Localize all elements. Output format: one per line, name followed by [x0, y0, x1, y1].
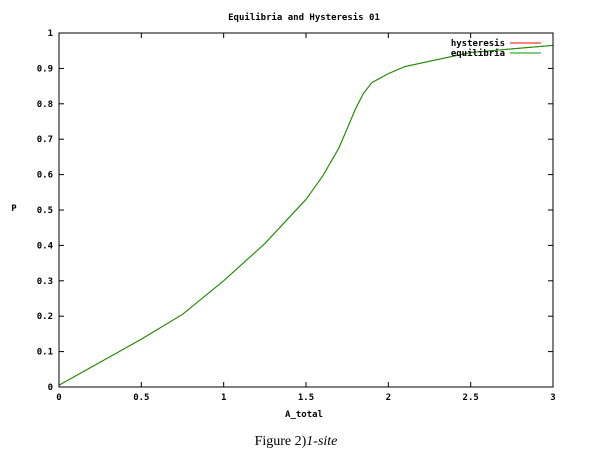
- legend-label-hysteresis: hysteresis: [451, 38, 505, 49]
- x-tick-label: 0.5: [133, 393, 149, 403]
- x-tick-label: 1.5: [298, 393, 314, 403]
- x-tick-label: 2: [386, 393, 391, 403]
- x-tick-label: 2.5: [463, 393, 479, 403]
- y-tick-label: 0.7: [37, 135, 53, 145]
- x-axis-label: A_total: [285, 410, 323, 420]
- legend-label-equilibria: equilibria: [451, 48, 505, 59]
- y-tick-label: 1: [48, 29, 53, 39]
- y-tick-label: 0: [48, 383, 53, 393]
- caption-prefix: Figure 2): [254, 434, 307, 449]
- series-line-equilibria: [58, 44, 554, 386]
- y-tick-label: 0.4: [37, 241, 54, 251]
- y-tick-label: 0.6: [37, 171, 53, 181]
- y-tick-label: 0.3: [37, 277, 53, 287]
- y-tick-label: 0.2: [37, 312, 53, 322]
- figure-caption: Figure 2)1-site: [0, 434, 592, 450]
- x-tick-label: 1: [221, 393, 226, 403]
- chart: Equilibria and Hysteresis 01 P A_total 0…: [0, 0, 592, 430]
- x-tick-label: 3: [550, 393, 555, 403]
- caption-italic: 1-site: [306, 434, 338, 449]
- y-tick-label: 0.8: [37, 100, 53, 110]
- chart-title: Equilibria and Hysteresis 01: [228, 12, 380, 23]
- y-tick-label: 0.1: [37, 348, 53, 358]
- y-tick-label: 0.9: [37, 64, 53, 74]
- x-tick-label: 0: [56, 393, 61, 403]
- chart-background: [0, 0, 592, 430]
- series-layer: [58, 44, 554, 386]
- y-axis-label: P: [11, 204, 17, 214]
- plot-frame: [58, 32, 554, 388]
- y-tick-label: 0.5: [37, 206, 53, 216]
- ticks: 0 0.5 1 1.5 2 2.5 3 0 0.1 0.2 0.3 0.4 0.5 0.6 0.7 0.8 0.…: [37, 29, 556, 403]
